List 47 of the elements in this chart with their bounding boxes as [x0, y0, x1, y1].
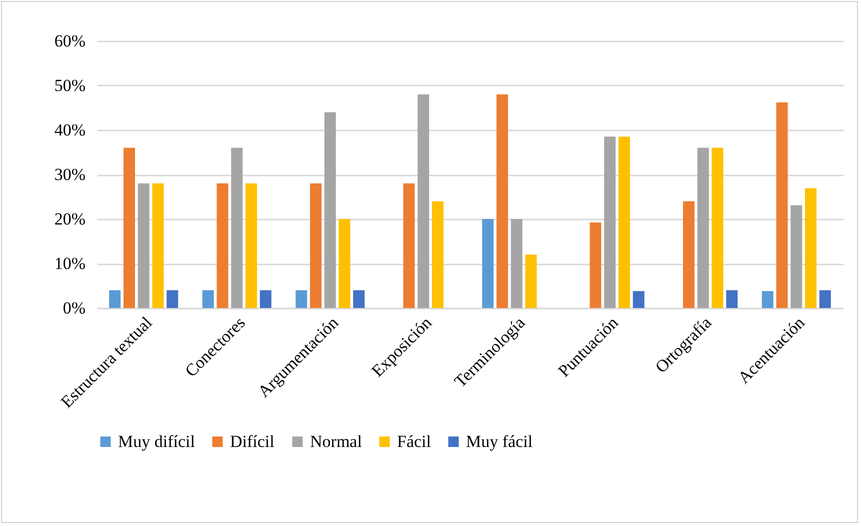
- y-tick-label: 30%: [54, 165, 86, 184]
- bar: [618, 136, 630, 308]
- bar: [726, 290, 738, 308]
- bar: [525, 254, 537, 308]
- bar: [482, 219, 494, 308]
- bar: [260, 290, 272, 308]
- y-tick-label: 10%: [54, 254, 86, 273]
- bar: [418, 94, 430, 308]
- legend-label: Muy difícil: [118, 432, 196, 451]
- y-tick-label: 50%: [54, 76, 86, 95]
- bar: [683, 201, 694, 308]
- bar: [324, 112, 336, 308]
- y-tick-label: 60%: [54, 32, 86, 50]
- bar: [403, 183, 415, 308]
- bar: [790, 205, 802, 308]
- y-tick-label: 0%: [62, 298, 86, 318]
- bar: [152, 183, 164, 308]
- bar: [632, 291, 644, 308]
- bar: [432, 201, 444, 308]
- bar: [510, 219, 522, 308]
- bar: [805, 188, 816, 308]
- legend-label: Fácil: [397, 432, 432, 451]
- bar: [310, 183, 322, 308]
- legend-label: Normal: [310, 432, 362, 451]
- bar: [697, 148, 709, 308]
- bar: [138, 183, 150, 308]
- bar: [338, 219, 350, 308]
- bar: [109, 290, 121, 308]
- bar: [296, 290, 308, 308]
- bar: [246, 183, 257, 308]
- bar: [353, 290, 365, 308]
- legend-label: Difícil: [230, 432, 275, 451]
- bar: [762, 291, 774, 308]
- bar: [712, 148, 724, 308]
- bar: [202, 290, 214, 308]
- y-tick-label: 40%: [54, 120, 86, 140]
- bar: [776, 102, 788, 308]
- bar: [819, 290, 831, 308]
- y-tick-label: 20%: [54, 210, 86, 228]
- bar: [604, 136, 616, 308]
- bar: [124, 148, 135, 308]
- bar: [496, 94, 508, 308]
- bar: [216, 183, 228, 308]
- bar: [231, 148, 243, 308]
- bar: [166, 290, 178, 308]
- legend-label: Muy fácil: [466, 432, 533, 451]
- bar: [590, 222, 602, 308]
